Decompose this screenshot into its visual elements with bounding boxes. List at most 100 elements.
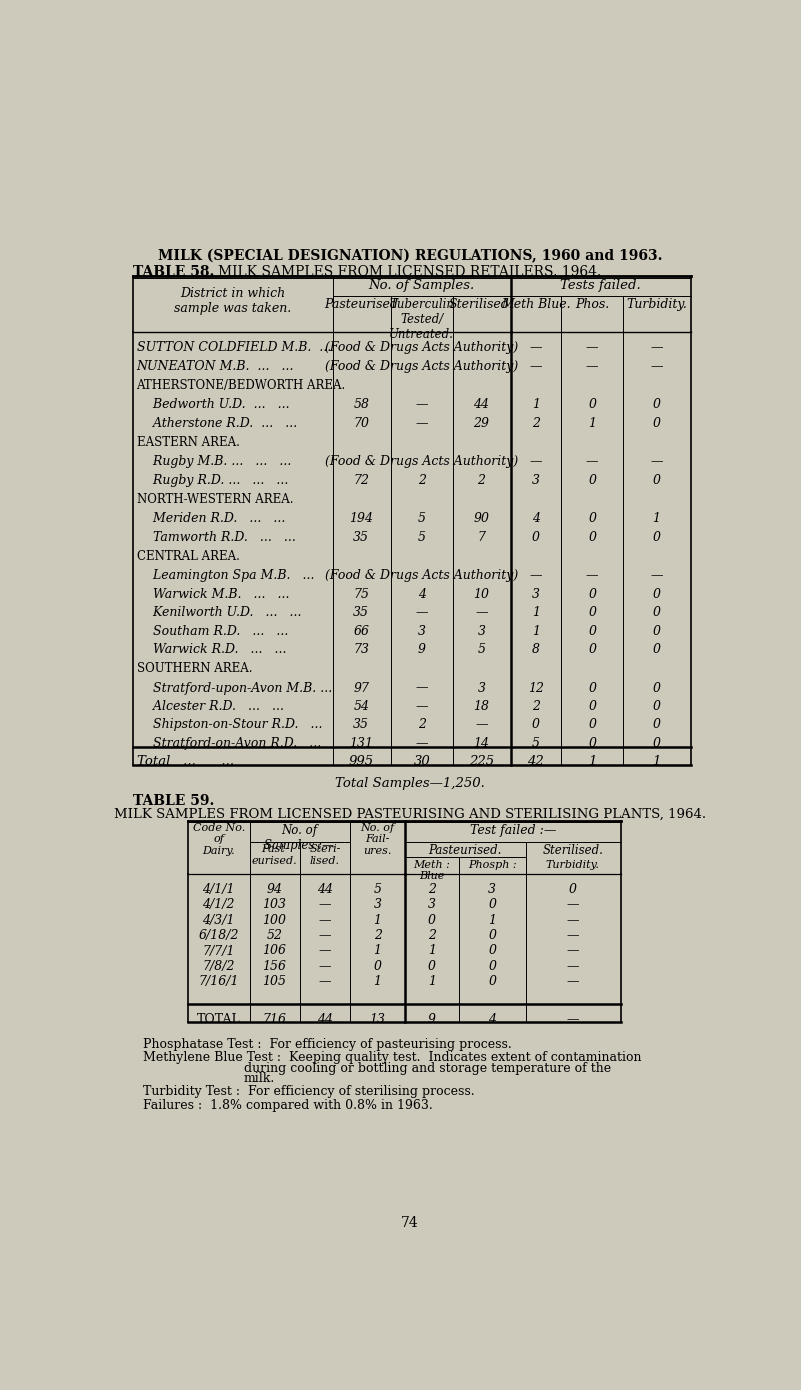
Text: 0: 0 [588, 512, 596, 525]
Text: 52: 52 [267, 929, 283, 942]
Text: Sterilised.: Sterilised. [449, 299, 513, 311]
Text: (Food & Drugs Acts Authority): (Food & Drugs Acts Authority) [325, 360, 518, 373]
Text: NUNEATON M.B.  ...   ...: NUNEATON M.B. ... ... [136, 360, 294, 373]
Text: MILK SAMPLES FROM LICENSED PASTEURISING AND STERILISING PLANTS, 1964.: MILK SAMPLES FROM LICENSED PASTEURISING … [114, 808, 706, 820]
Text: —: — [586, 341, 598, 354]
Text: —: — [650, 569, 662, 582]
Text: 3: 3 [489, 883, 497, 897]
Text: 90: 90 [473, 512, 489, 525]
Text: —: — [416, 606, 428, 619]
Text: 1: 1 [532, 398, 540, 411]
Text: 94: 94 [267, 883, 283, 897]
Text: 4: 4 [418, 588, 426, 600]
Text: 44: 44 [473, 398, 489, 411]
Text: 8: 8 [532, 644, 540, 656]
Text: 7/7/1: 7/7/1 [203, 944, 235, 958]
Text: 9: 9 [418, 644, 426, 656]
Text: —: — [566, 929, 579, 942]
Text: 716: 716 [263, 1013, 287, 1026]
Text: 7/16/1: 7/16/1 [199, 976, 239, 988]
Text: Shipston-on-Stour R.D.   ...: Shipston-on-Stour R.D. ... [136, 719, 322, 731]
Text: —: — [529, 341, 542, 354]
Text: 5: 5 [477, 644, 485, 656]
Text: 35: 35 [353, 531, 369, 543]
Text: Test failed :—: Test failed :— [470, 824, 557, 837]
Text: Atherstone R.D.  ...   ...: Atherstone R.D. ... ... [136, 417, 297, 430]
Text: 1: 1 [653, 512, 661, 525]
Text: 2: 2 [428, 929, 436, 942]
Text: Failures :  1.8% compared with 0.8% in 1963.: Failures : 1.8% compared with 0.8% in 19… [143, 1098, 433, 1112]
Text: Turbidity.: Turbidity. [626, 299, 687, 311]
Text: 0: 0 [489, 976, 497, 988]
Text: 73: 73 [353, 644, 369, 656]
Text: 194: 194 [349, 512, 373, 525]
Text: 0: 0 [653, 719, 661, 731]
Text: 7/8/2: 7/8/2 [203, 960, 235, 973]
Text: 0: 0 [532, 719, 540, 731]
Text: 1: 1 [588, 755, 597, 769]
Text: 1: 1 [428, 976, 436, 988]
Text: —: — [566, 913, 579, 927]
Text: 2: 2 [418, 474, 426, 486]
Text: 0: 0 [588, 531, 596, 543]
Text: No. of
Fail-
ures.: No. of Fail- ures. [360, 823, 395, 856]
Text: 30: 30 [413, 755, 430, 769]
Text: —: — [319, 929, 331, 942]
Text: Tuberculin
Tested/
Untreated.: Tuberculin Tested/ Untreated. [389, 297, 454, 341]
Text: 0: 0 [489, 960, 497, 973]
Text: Tests failed.: Tests failed. [561, 279, 641, 292]
Text: Sterilised.: Sterilised. [542, 844, 603, 858]
Text: —: — [586, 360, 598, 373]
Text: 131: 131 [349, 737, 373, 751]
Text: Meth :
Blue: Meth : Blue [413, 860, 450, 881]
Text: (Food & Drugs Acts Authority): (Food & Drugs Acts Authority) [325, 569, 518, 582]
Text: 75: 75 [353, 588, 369, 600]
Text: 2: 2 [477, 474, 485, 486]
Text: 0: 0 [489, 929, 497, 942]
Text: TABLE 59.: TABLE 59. [133, 794, 214, 809]
Text: 1: 1 [373, 944, 381, 958]
Text: 3: 3 [373, 898, 381, 912]
Text: 0: 0 [428, 913, 436, 927]
Text: 995: 995 [348, 755, 374, 769]
Text: —: — [319, 976, 331, 988]
Text: EASTERN AREA.: EASTERN AREA. [136, 436, 239, 449]
Text: Stratford-upon-Avon M.B. ...: Stratford-upon-Avon M.B. ... [136, 681, 332, 695]
Text: 0: 0 [588, 606, 596, 619]
Text: —: — [566, 960, 579, 973]
Text: 0: 0 [653, 737, 661, 751]
Text: Turbidity.: Turbidity. [546, 860, 600, 870]
Text: 10: 10 [473, 588, 489, 600]
Text: 5: 5 [418, 512, 426, 525]
Text: 0: 0 [588, 398, 596, 411]
Text: Kenilworth U.D.   ...   ...: Kenilworth U.D. ... ... [136, 606, 301, 619]
Text: 58: 58 [353, 398, 369, 411]
Text: —: — [566, 898, 579, 912]
Text: —: — [319, 960, 331, 973]
Text: (Food & Drugs Acts Authority): (Food & Drugs Acts Authority) [325, 455, 518, 468]
Text: 1: 1 [652, 755, 661, 769]
Text: milk.: milk. [244, 1072, 275, 1086]
Text: 1: 1 [373, 913, 381, 927]
Text: Warwick M.B.   ...   ...: Warwick M.B. ... ... [136, 588, 289, 600]
Text: 2: 2 [532, 701, 540, 713]
Text: —: — [586, 569, 598, 582]
Text: during cooling or bottling and storage temperature of the: during cooling or bottling and storage t… [244, 1062, 610, 1074]
Text: Methylene Blue Test :  Keeping quality test.  Indicates extent of contamination: Methylene Blue Test : Keeping quality te… [143, 1051, 642, 1063]
Text: 4/3/1: 4/3/1 [203, 913, 235, 927]
Text: 5: 5 [418, 531, 426, 543]
Text: 12: 12 [528, 681, 544, 695]
Text: 0: 0 [489, 898, 497, 912]
Text: 0: 0 [588, 719, 596, 731]
Text: Meth Blue.: Meth Blue. [501, 299, 570, 311]
Text: 13: 13 [369, 1013, 385, 1026]
Text: 100: 100 [263, 913, 287, 927]
Text: 3: 3 [477, 624, 485, 638]
Text: 5: 5 [373, 883, 381, 897]
Text: Rugby R.D. ...   ...   ...: Rugby R.D. ... ... ... [136, 474, 288, 486]
Text: —: — [650, 341, 662, 354]
Text: Tamworth R.D.   ...   ...: Tamworth R.D. ... ... [136, 531, 296, 543]
Text: 44: 44 [317, 883, 333, 897]
Text: Total   ...      ...: Total ... ... [136, 755, 234, 769]
Text: 0: 0 [653, 624, 661, 638]
